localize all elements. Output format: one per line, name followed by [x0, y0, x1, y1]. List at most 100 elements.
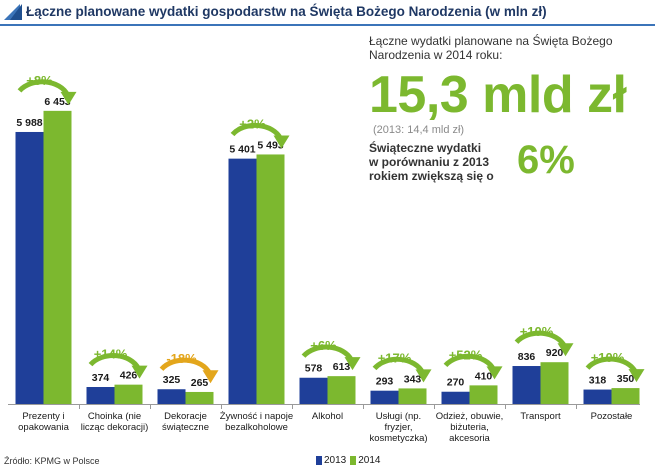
- change-label: +8%: [26, 73, 53, 88]
- change-arrow-icon: [585, 356, 638, 374]
- data-label-2014: 920: [546, 347, 564, 359]
- bar-2014: [256, 154, 285, 404]
- summary-callout: Łączne wydatki planowane na Święta Bożeg…: [369, 34, 649, 183]
- bar-2014: [114, 384, 143, 404]
- change-arrowhead-icon: [628, 369, 645, 383]
- data-label-2014: 6 453: [44, 96, 70, 108]
- header-rule: [0, 24, 655, 26]
- bar-2013: [370, 390, 399, 404]
- change-label: +2%: [239, 116, 266, 131]
- change-arrow-icon: [88, 353, 141, 370]
- change-arrow-icon: [443, 353, 496, 371]
- category-label: Pozostałe: [591, 411, 633, 422]
- bar-2013: [86, 387, 115, 404]
- total-value: 15,3 mld zł: [369, 66, 627, 124]
- change-label: +10%: [520, 324, 554, 339]
- bar-2013: [15, 131, 44, 405]
- summary-intro-line2: Narodzenia w 2014 roku:: [369, 48, 503, 62]
- category-label: Dekoracje: [164, 411, 207, 422]
- change-arrow-icon: [230, 122, 283, 140]
- bar-2014: [469, 385, 498, 404]
- legend-item-2014: 2014: [350, 455, 381, 466]
- data-label-2013: 5 401: [229, 144, 255, 156]
- legend-label-2013: 2013: [324, 455, 347, 466]
- change-arrowhead-icon: [273, 135, 290, 149]
- change-arrowhead-icon: [60, 91, 77, 105]
- data-label-2014: 5 493: [257, 139, 283, 151]
- change-label: +17%: [378, 350, 412, 365]
- growth-percent: 6%: [517, 138, 575, 182]
- category-label: fryzjer,: [385, 422, 413, 433]
- data-label-2013: 5 988: [16, 117, 42, 129]
- logo-triangle-dark-icon: [10, 4, 22, 20]
- data-label-2013: 836: [518, 351, 536, 363]
- bar-2013: [583, 389, 612, 404]
- change-label: +52%: [449, 347, 483, 362]
- data-label-2013: 318: [589, 375, 607, 387]
- bar-2014: [540, 362, 569, 404]
- bar-2013: [299, 377, 328, 404]
- change-arrow-icon: [17, 79, 70, 97]
- data-label-2013: 374: [92, 372, 110, 384]
- data-label-2014: 343: [404, 373, 422, 385]
- bar-2014: [398, 388, 427, 404]
- bar-2013: [157, 389, 186, 404]
- category-label: Choinka (nie: [88, 411, 141, 422]
- category-label: świąteczne: [162, 422, 209, 433]
- data-label-2014: 426: [120, 370, 138, 382]
- bar-2014: [611, 388, 640, 404]
- change-arrow-icon: [301, 344, 354, 362]
- category-label: Alkohol: [312, 411, 343, 422]
- change-arrow-icon: [372, 356, 425, 374]
- category-label: opakowania: [18, 422, 69, 433]
- bar-2014: [185, 391, 214, 404]
- legend-label-2014: 2014: [358, 455, 381, 466]
- summary-intro-line1: Łączne wydatki planowane na Święta Bożeg…: [369, 34, 613, 48]
- change-label: -18%: [166, 351, 197, 366]
- bar-2013: [228, 158, 257, 404]
- legend: 2013 2014: [316, 455, 385, 466]
- change-arrowhead-icon: [131, 365, 148, 379]
- data-label-2014: 265: [191, 377, 209, 389]
- change-arrowhead-icon: [344, 357, 361, 371]
- data-label-2014: 410: [475, 370, 493, 382]
- previous-total: (2013: 14,4 mld zł): [373, 124, 465, 136]
- comparison-line3: rokiem zwiększą się o: [369, 169, 494, 183]
- category-label: Żywność i napoje: [220, 411, 293, 422]
- data-label-2013: 325: [163, 374, 181, 386]
- source-note: Źródło: KPMG w Polsce: [4, 456, 100, 466]
- bar-2014: [327, 376, 356, 404]
- change-arrowhead-icon: [202, 370, 219, 384]
- category-label: akcesoria: [449, 433, 490, 444]
- bar-2013: [441, 391, 470, 404]
- category-label: bezalkoholowe: [225, 422, 288, 433]
- category-label: licząc dekoracji): [81, 422, 149, 433]
- chart-title: Łączne planowane wydatki gospodarstw na …: [26, 4, 547, 19]
- data-label-2014: 613: [333, 361, 351, 373]
- change-arrow-icon: [159, 357, 212, 375]
- summary-intro: Łączne wydatki planowane na Święta Bożeg…: [369, 34, 649, 62]
- data-label-2013: 270: [447, 377, 465, 389]
- data-label-2013: 293: [376, 376, 394, 388]
- category-label: Odzież, obuwie,: [436, 411, 504, 422]
- comparison-line1: Świąteczne wydatki: [369, 141, 482, 155]
- header: Łączne planowane wydatki gospodarstw na …: [0, 0, 655, 26]
- category-label: Usługi (np.: [376, 411, 421, 422]
- change-arrowhead-icon: [557, 343, 574, 357]
- legend-swatch-2014: [350, 456, 357, 465]
- category-label: Transport: [520, 411, 561, 422]
- bar-2014: [43, 110, 72, 404]
- legend-item-2013: 2013: [316, 455, 346, 466]
- category-label: Prezenty i: [22, 411, 64, 422]
- change-arrowhead-icon: [415, 369, 432, 383]
- comparison-line2: w porównaniu z 2013: [369, 155, 490, 169]
- change-label: +14%: [94, 347, 128, 362]
- category-label: biżuteria,: [450, 422, 489, 433]
- change-label: +6%: [310, 338, 337, 353]
- change-arrowhead-icon: [486, 366, 503, 380]
- bar-2013: [512, 366, 541, 404]
- legend-swatch-2013: [316, 456, 322, 465]
- data-label-2013: 578: [305, 363, 323, 375]
- comparison-text: Świąteczne wydatki w porównaniu z 2013 r…: [369, 141, 509, 183]
